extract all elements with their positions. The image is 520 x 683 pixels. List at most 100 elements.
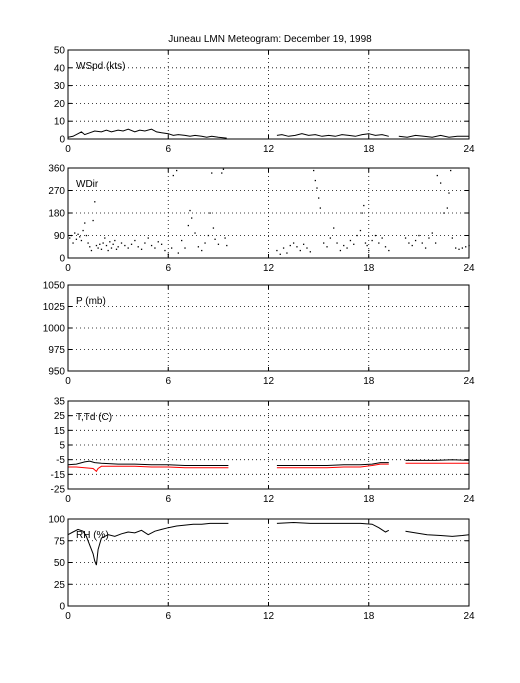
data-point (176, 169, 178, 172)
data-point (276, 249, 278, 252)
data-point (286, 252, 288, 254)
data-point (318, 197, 320, 199)
data-point (364, 242, 367, 244)
data-point (85, 234, 88, 237)
data-point (436, 174, 438, 177)
data-point (371, 239, 373, 242)
data-point (316, 187, 318, 189)
y-tick-label: 10 (54, 117, 66, 128)
gridlines (68, 168, 469, 258)
x-tick-label: 0 (65, 144, 71, 155)
data-point (114, 239, 116, 242)
y-tick-label: 1025 (43, 302, 66, 313)
data-point (170, 247, 173, 249)
data-point (314, 179, 316, 182)
y-tick-label: 0 (59, 135, 65, 146)
gridlines (68, 519, 469, 606)
x-tick-label: 24 (463, 263, 475, 274)
y-tick-label: 15 (54, 426, 66, 437)
data-point (197, 246, 200, 248)
panel-1: 0 6 12 18 24 0 90 180 270 360 WDir (48, 164, 475, 275)
panel-2: 0 6 12 18 24 950 975 1000 1025 1050 P (mb) (43, 281, 475, 388)
x-tick-label: 6 (165, 494, 171, 505)
data-point (349, 239, 352, 242)
data-point (224, 237, 226, 239)
series-line-0 (67, 522, 229, 566)
x-tick-label: 18 (363, 263, 375, 274)
data-point (414, 239, 417, 242)
series-line-0 (276, 462, 389, 466)
data-point (110, 247, 113, 249)
data-point (87, 242, 89, 244)
data-point (211, 172, 213, 174)
data-point (124, 244, 126, 247)
data-point (378, 242, 380, 244)
data-point (79, 236, 81, 238)
data-point (95, 244, 98, 247)
data-point (336, 242, 338, 244)
y-tick-label: 975 (48, 345, 65, 356)
data-point (411, 244, 413, 247)
series-line-1 (276, 463, 389, 469)
y-tick-label: 0 (59, 602, 65, 613)
x-tick-label: 18 (363, 611, 375, 622)
series-line-0 (398, 134, 469, 138)
data-point (292, 242, 295, 244)
data-point (89, 246, 91, 248)
data-point (306, 247, 308, 249)
data-point (421, 242, 423, 244)
data-point (221, 172, 223, 174)
data-point (75, 238, 78, 240)
y-tick-label: -25 (51, 485, 66, 496)
data-point (299, 249, 301, 252)
data-point (189, 209, 191, 212)
data-point (346, 247, 348, 249)
y-tick-label: 35 (54, 397, 66, 408)
y-tick-label: 30 (54, 81, 66, 92)
data-point (120, 242, 123, 244)
panel-3: 0 6 12 18 24 -25 -15 -5 5 15 25 35 T,Td (C) (51, 397, 475, 506)
data-point (361, 212, 363, 214)
series-line-0 (405, 459, 470, 461)
data-point (313, 169, 315, 172)
data-point (461, 247, 464, 249)
x-tick-label: 6 (165, 144, 171, 155)
panel-label: P (mb) (76, 296, 106, 307)
data-point (448, 192, 450, 194)
data-point (363, 204, 365, 207)
x-tick-label: 18 (363, 494, 375, 505)
data-point (102, 242, 104, 244)
data-point (329, 237, 332, 239)
data-point (191, 217, 193, 219)
data-point (465, 246, 467, 248)
y-tick-label: 360 (48, 164, 65, 175)
y-tick-label: 25 (54, 580, 66, 591)
y-tick-label: 50 (54, 558, 66, 569)
gridlines (68, 285, 469, 371)
x-tick-label: 0 (65, 611, 71, 622)
data-point (339, 249, 342, 252)
data-point (366, 244, 368, 247)
data-point (172, 174, 174, 177)
data-point (69, 237, 71, 239)
data-point (90, 249, 93, 252)
x-tick-label: 0 (65, 494, 71, 505)
data-point (134, 239, 136, 242)
y-tick-label: 75 (54, 536, 66, 547)
panel-label: T,Td (C) (76, 412, 112, 423)
data-point (137, 246, 139, 248)
x-tick-label: 12 (263, 376, 275, 387)
series-line-0 (276, 133, 389, 137)
data-point (388, 249, 390, 252)
data-point (115, 248, 118, 250)
x-tick-label: 0 (65, 263, 71, 274)
x-tick-label: 24 (463, 144, 475, 155)
y-tick-label: 50 (54, 46, 66, 57)
series-line-1 (68, 465, 229, 473)
data-point (127, 247, 129, 249)
y-tick-label: 100 (48, 515, 65, 526)
data-point (82, 229, 84, 232)
x-tick-label: 12 (263, 494, 275, 505)
data-point (77, 233, 79, 235)
